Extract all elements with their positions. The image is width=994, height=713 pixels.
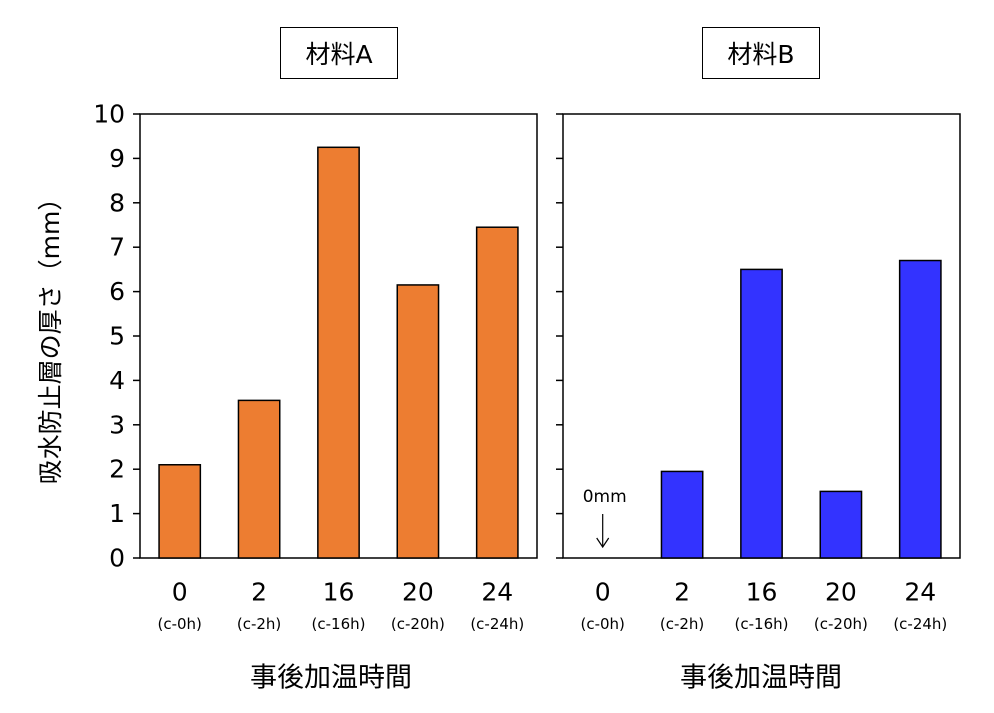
y-tick-label: 6 — [109, 277, 125, 306]
x-tick-sublabel: (c-24h) — [470, 615, 524, 633]
x-tick-sublabel: (c-16h) — [312, 615, 366, 633]
y-tick-label: 7 — [109, 233, 125, 262]
x-tick-sublabel: (c-0h) — [157, 615, 201, 633]
x-tick-label: 2 — [251, 578, 267, 607]
zero-annotation: 0mm — [583, 487, 627, 507]
bar-b — [660, 470, 704, 559]
y-tick-label: 4 — [109, 366, 125, 395]
x-tick-sublabel: (c-20h) — [391, 615, 445, 633]
y-tick-label: 3 — [109, 410, 125, 439]
bar-b — [740, 268, 783, 559]
y-tick-label: 9 — [109, 144, 125, 173]
bar-a — [237, 399, 281, 559]
x-tick-label: 16 — [323, 578, 355, 607]
bar-a — [317, 146, 360, 559]
x-tick-label: 0 — [172, 578, 188, 607]
x-tick-label: 24 — [904, 578, 936, 607]
annotation-arrowhead — [596, 537, 610, 549]
x-tick-sublabel: (c-24h) — [893, 615, 947, 633]
x-tick-label: 24 — [481, 578, 513, 607]
y-tick-label: 0 — [109, 544, 125, 573]
y-tick-label: 10 — [93, 100, 125, 129]
bar-b — [898, 259, 942, 559]
x-tick-sublabel: (c-2h) — [660, 615, 704, 633]
y-tick-label: 2 — [109, 455, 125, 484]
bar-b — [819, 490, 863, 559]
x-tick-label: 0 — [595, 578, 611, 607]
x-tick-sublabel: (c-16h) — [735, 615, 789, 633]
y-tick-label: 8 — [109, 188, 125, 217]
x-tick-sublabel: (c-2h) — [237, 615, 281, 633]
x-axis-label-b: 事後加温時間 — [680, 662, 842, 694]
x-tick-label: 16 — [746, 578, 778, 607]
chart-title-b: 材料B — [702, 27, 820, 79]
x-tick-label: 20 — [402, 578, 434, 607]
y-tick-label: 5 — [109, 322, 125, 351]
chart-title-a-text: 材料A — [305, 40, 373, 69]
bar-a — [396, 284, 440, 559]
x-tick-label: 2 — [674, 578, 690, 607]
chart-title-a: 材料A — [280, 27, 398, 79]
x-tick-sublabel: (c-20h) — [814, 615, 868, 633]
x-tick-label: 20 — [825, 578, 857, 607]
chart-title-b-text: 材料B — [727, 40, 795, 69]
y-tick-label: 1 — [109, 499, 125, 528]
y-axis-label: 吸水防止層の厚さ（mm） — [36, 185, 65, 485]
x-tick-sublabel: (c-0h) — [580, 615, 624, 633]
x-axis-label-a: 事後加温時間 — [250, 662, 412, 694]
bar-a — [158, 464, 202, 559]
bar-a — [475, 226, 519, 559]
